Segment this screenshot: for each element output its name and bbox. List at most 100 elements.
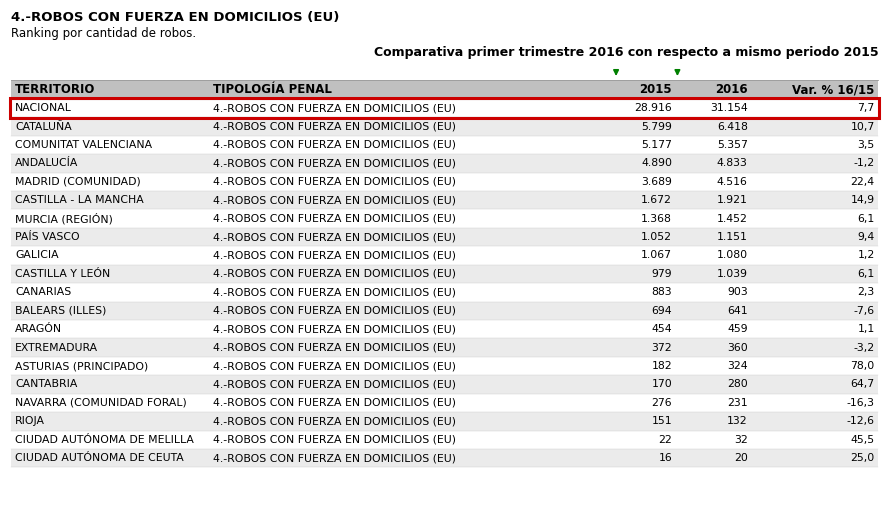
Text: ARAGÓN: ARAGÓN <box>15 324 62 334</box>
Text: 4.-ROBOS CON FUERZA EN DOMICILIOS (EU): 4.-ROBOS CON FUERZA EN DOMICILIOS (EU) <box>213 324 456 334</box>
Bar <box>11 117 878 135</box>
Text: 1.052: 1.052 <box>641 232 672 242</box>
Text: CASTILLA Y LEÓN: CASTILLA Y LEÓN <box>15 269 110 279</box>
Text: 1.368: 1.368 <box>641 214 672 224</box>
Bar <box>11 228 878 246</box>
Text: 182: 182 <box>652 361 672 371</box>
Text: 22: 22 <box>659 435 672 445</box>
Text: 4.833: 4.833 <box>717 158 748 168</box>
Text: 4.-ROBOS CON FUERZA EN DOMICILIOS (EU): 4.-ROBOS CON FUERZA EN DOMICILIOS (EU) <box>213 306 456 316</box>
Text: 170: 170 <box>652 379 672 389</box>
Text: 31.154: 31.154 <box>710 103 748 113</box>
Text: 9,4: 9,4 <box>858 232 875 242</box>
Text: 5.357: 5.357 <box>717 140 748 150</box>
Bar <box>11 302 878 320</box>
Text: 641: 641 <box>727 306 748 316</box>
Text: 1.672: 1.672 <box>641 195 672 205</box>
Text: 2,3: 2,3 <box>858 288 875 297</box>
Text: 4.-ROBOS CON FUERZA EN DOMICILIOS (EU): 4.-ROBOS CON FUERZA EN DOMICILIOS (EU) <box>213 177 456 187</box>
Text: 3,5: 3,5 <box>858 140 875 150</box>
Text: 2016: 2016 <box>715 83 748 96</box>
Text: 459: 459 <box>727 324 748 334</box>
Text: 4.-ROBOS CON FUERZA EN DOMICILIOS (EU): 4.-ROBOS CON FUERZA EN DOMICILIOS (EU) <box>213 269 456 279</box>
Text: 4.890: 4.890 <box>641 158 672 168</box>
Text: 4.-ROBOS CON FUERZA EN DOMICILIOS (EU): 4.-ROBOS CON FUERZA EN DOMICILIOS (EU) <box>213 121 456 131</box>
Text: COMUNITAT VALENCIANA: COMUNITAT VALENCIANA <box>15 140 152 150</box>
Text: 22,4: 22,4 <box>851 177 875 187</box>
Text: 4.-ROBOS CON FUERZA EN DOMICILIOS (EU): 4.-ROBOS CON FUERZA EN DOMICILIOS (EU) <box>213 288 456 297</box>
Bar <box>11 393 878 412</box>
Text: 1.080: 1.080 <box>717 251 748 261</box>
Text: 45,5: 45,5 <box>851 435 875 445</box>
Bar <box>11 338 878 357</box>
Bar <box>11 357 878 375</box>
Text: 28.916: 28.916 <box>635 103 672 113</box>
Text: 280: 280 <box>727 379 748 389</box>
Text: 5.799: 5.799 <box>641 121 672 131</box>
Text: 883: 883 <box>652 288 672 297</box>
Text: -12,6: -12,6 <box>847 416 875 426</box>
Text: -7,6: -7,6 <box>853 306 875 316</box>
Text: MADRID (COMUNIDAD): MADRID (COMUNIDAD) <box>15 177 140 187</box>
Text: 360: 360 <box>727 343 748 352</box>
Text: 4.-ROBOS CON FUERZA EN DOMICILIOS (EU): 4.-ROBOS CON FUERZA EN DOMICILIOS (EU) <box>213 232 456 242</box>
Text: 132: 132 <box>727 416 748 426</box>
Text: 694: 694 <box>652 306 672 316</box>
Text: RIOJA: RIOJA <box>15 416 45 426</box>
Bar <box>11 246 878 265</box>
Bar <box>11 283 878 302</box>
Text: ANDALUCÍA: ANDALUCÍA <box>15 158 78 168</box>
Text: 3.689: 3.689 <box>641 177 672 187</box>
Text: 4.-ROBOS CON FUERZA EN DOMICILIOS (EU): 4.-ROBOS CON FUERZA EN DOMICILIOS (EU) <box>213 214 456 224</box>
Text: 1,2: 1,2 <box>858 251 875 261</box>
Text: 1.921: 1.921 <box>717 195 748 205</box>
Text: CATALUÑA: CATALUÑA <box>15 121 72 131</box>
Text: Comparativa primer trimestre 2016 con respecto a mismo periodo 2015: Comparativa primer trimestre 2016 con re… <box>373 46 878 59</box>
Text: 231: 231 <box>727 398 748 408</box>
Text: 454: 454 <box>652 324 672 334</box>
Text: CASTILLA - LA MANCHA: CASTILLA - LA MANCHA <box>15 195 144 205</box>
Bar <box>11 430 878 449</box>
Text: TERRITORIO: TERRITORIO <box>15 83 95 96</box>
Text: 372: 372 <box>652 343 672 352</box>
Text: 4.-ROBOS CON FUERZA EN DOMICILIOS (EU): 4.-ROBOS CON FUERZA EN DOMICILIOS (EU) <box>213 103 456 113</box>
Bar <box>11 80 878 99</box>
Text: CIUDAD AUTÓNOMA DE CEUTA: CIUDAD AUTÓNOMA DE CEUTA <box>15 453 184 463</box>
Text: 324: 324 <box>727 361 748 371</box>
Text: 4.-ROBOS CON FUERZA EN DOMICILIOS (EU): 4.-ROBOS CON FUERZA EN DOMICILIOS (EU) <box>213 140 456 150</box>
Text: -16,3: -16,3 <box>847 398 875 408</box>
Bar <box>11 173 878 191</box>
Text: NAVARRA (COMUNIDAD FORAL): NAVARRA (COMUNIDAD FORAL) <box>15 398 187 408</box>
Text: 78,0: 78,0 <box>851 361 875 371</box>
Text: 903: 903 <box>727 288 748 297</box>
Text: 6,1: 6,1 <box>858 214 875 224</box>
Text: EXTREMADURA: EXTREMADURA <box>15 343 99 352</box>
Bar <box>11 320 878 338</box>
Text: 1.151: 1.151 <box>717 232 748 242</box>
Text: 4.-ROBOS CON FUERZA EN DOMICILIOS (EU): 4.-ROBOS CON FUERZA EN DOMICILIOS (EU) <box>213 398 456 408</box>
Text: 2015: 2015 <box>639 83 672 96</box>
Text: CANTABRIA: CANTABRIA <box>15 379 77 389</box>
Text: 4.516: 4.516 <box>717 177 748 187</box>
Text: ASTURIAS (PRINCIPADO): ASTURIAS (PRINCIPADO) <box>15 361 148 371</box>
Bar <box>11 99 878 117</box>
Text: NACIONAL: NACIONAL <box>15 103 72 113</box>
Text: 4.-ROBOS CON FUERZA EN DOMICILIOS (EU): 4.-ROBOS CON FUERZA EN DOMICILIOS (EU) <box>213 379 456 389</box>
Text: PAÍS VASCO: PAÍS VASCO <box>15 232 80 242</box>
Text: 25,0: 25,0 <box>851 453 875 463</box>
Bar <box>11 412 878 430</box>
Bar <box>11 449 878 467</box>
Text: 276: 276 <box>652 398 672 408</box>
Text: 4.-ROBOS CON FUERZA EN DOMICILIOS (EU): 4.-ROBOS CON FUERZA EN DOMICILIOS (EU) <box>213 158 456 168</box>
Text: 20: 20 <box>733 453 748 463</box>
Text: Ranking por cantidad de robos.: Ranking por cantidad de robos. <box>11 27 196 40</box>
Text: 1,1: 1,1 <box>858 324 875 334</box>
Text: 7,7: 7,7 <box>858 103 875 113</box>
Text: BALEARS (ILLES): BALEARS (ILLES) <box>15 306 107 316</box>
Text: 1.452: 1.452 <box>717 214 748 224</box>
Text: 1.067: 1.067 <box>641 251 672 261</box>
Text: -3,2: -3,2 <box>853 343 875 352</box>
Bar <box>11 154 878 172</box>
Text: 6,1: 6,1 <box>858 269 875 279</box>
Text: 16: 16 <box>659 453 672 463</box>
